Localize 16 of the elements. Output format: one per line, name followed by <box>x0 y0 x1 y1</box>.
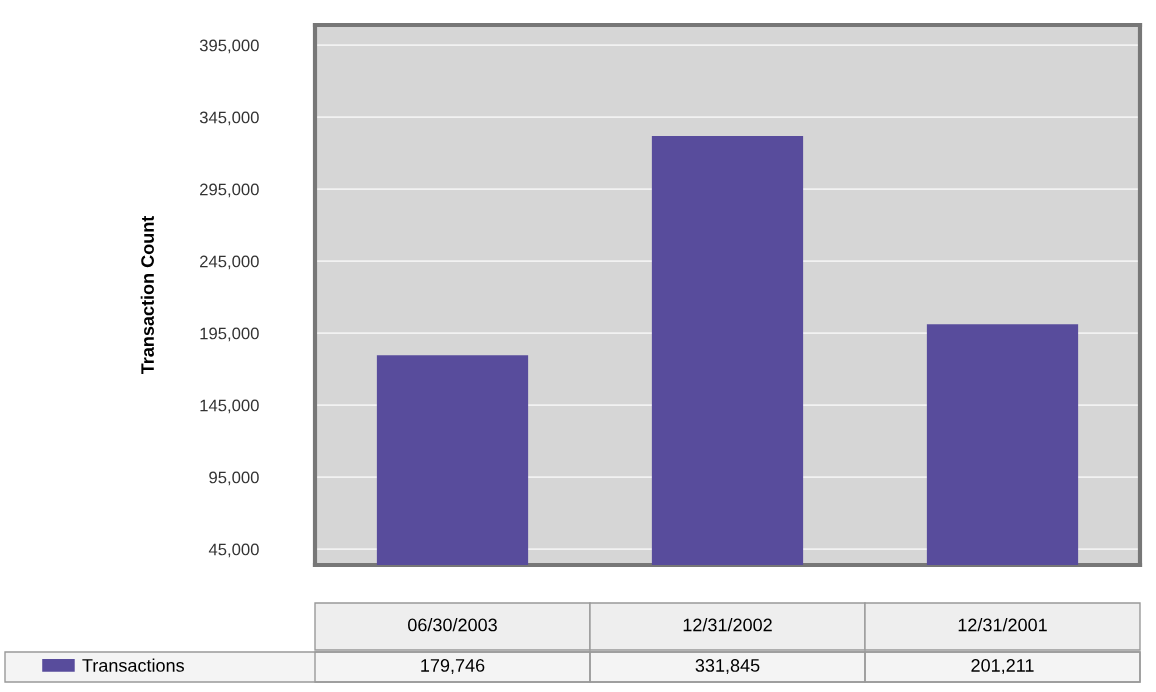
y-axis-title: Transaction Count <box>140 215 154 375</box>
x-tick-label: 06/30/2003 <box>408 618 497 632</box>
y-tick-label: 195,000 <box>200 327 259 342</box>
data-label: 201,211 <box>971 659 1034 674</box>
legend-label: Transactions <box>82 658 184 672</box>
y-tick-label: 245,000 <box>200 255 259 270</box>
y-tick-label: 345,000 <box>199 111 259 126</box>
x-tick-label: 12/31/2002 <box>683 618 772 632</box>
y-tick-label: 395,000 <box>199 39 259 54</box>
y-tick-label: 295,000 <box>200 183 259 198</box>
x-tick-label: 12/31/2001 <box>958 618 1047 632</box>
y-tick-label: 145,000 <box>200 399 259 414</box>
y-tick-label: 45,000 <box>208 543 259 558</box>
data-label: 331,845 <box>695 659 760 674</box>
y-tick-label: 95,000 <box>209 471 259 486</box>
data-label: 179,746 <box>421 659 485 674</box>
